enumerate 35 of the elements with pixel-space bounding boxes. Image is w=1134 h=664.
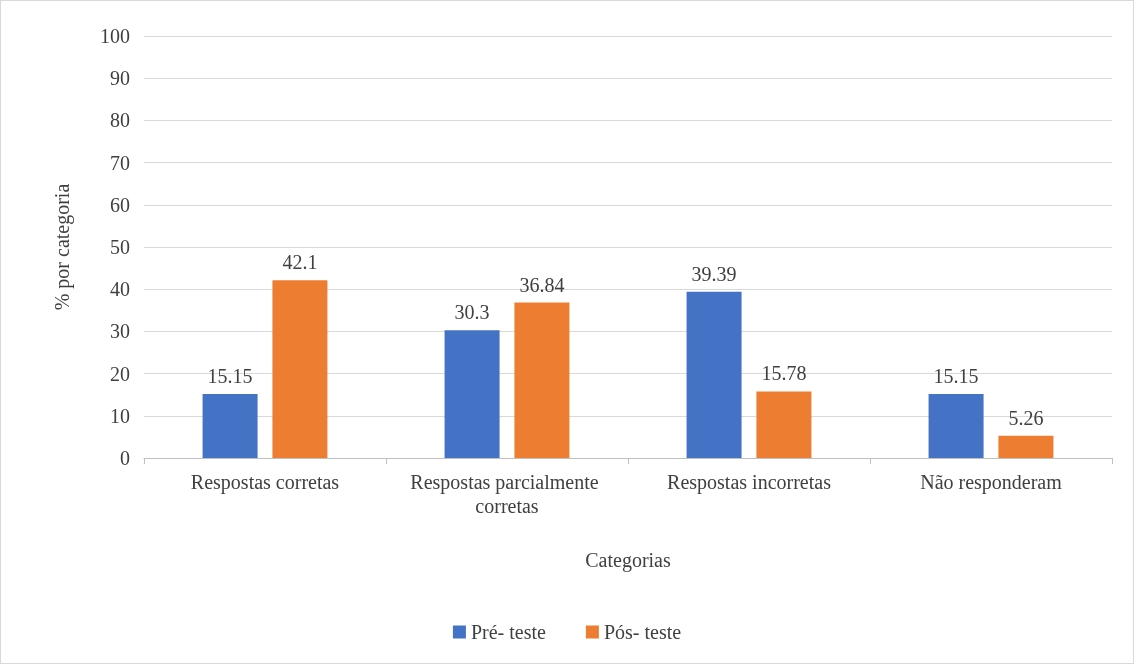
bar: [514, 302, 570, 458]
bar: [928, 394, 984, 458]
y-tick-label: 10: [110, 404, 130, 427]
data-label: 5.26: [1008, 406, 1044, 429]
data-label: 42.1: [282, 251, 318, 274]
data-label: 15.78: [761, 362, 807, 385]
legend-label: Pré- teste: [470, 621, 546, 643]
legend-label: Pós- teste: [603, 621, 682, 643]
bar: [272, 280, 328, 458]
data-label: 39.39: [691, 262, 737, 285]
bar: [686, 291, 742, 458]
data-label: 30.3: [454, 301, 490, 324]
bar: [202, 394, 258, 458]
y-tick-label: 100: [100, 25, 130, 47]
x-tick-label: Respostas corretas: [190, 471, 340, 494]
bar: [998, 435, 1054, 458]
bar: [756, 391, 812, 458]
y-tick-label: 80: [110, 109, 130, 132]
x-tick-label: Respostas parcialmente corretas: [410, 471, 604, 517]
y-tick-label: 90: [110, 67, 130, 90]
x-tick-label: Não responderam: [920, 471, 1063, 494]
x-tick-label: Respostas incorretas: [667, 471, 832, 494]
data-label: 15.15: [207, 365, 253, 388]
y-tick-label: 40: [110, 278, 130, 301]
x-axis-title: Categorias: [585, 549, 671, 572]
y-tick-label: 30: [110, 320, 130, 343]
bar: [444, 330, 500, 458]
y-axis-title: % por categoria: [51, 183, 74, 311]
data-label: 36.84: [519, 273, 565, 296]
data-label: 15.15: [933, 365, 979, 388]
y-tick-label: 50: [110, 236, 130, 258]
y-tick-label: 20: [110, 362, 130, 385]
y-tick-label: 60: [110, 193, 130, 216]
y-tick-label: 0: [120, 447, 130, 469]
y-tick-label: 70: [110, 151, 130, 174]
